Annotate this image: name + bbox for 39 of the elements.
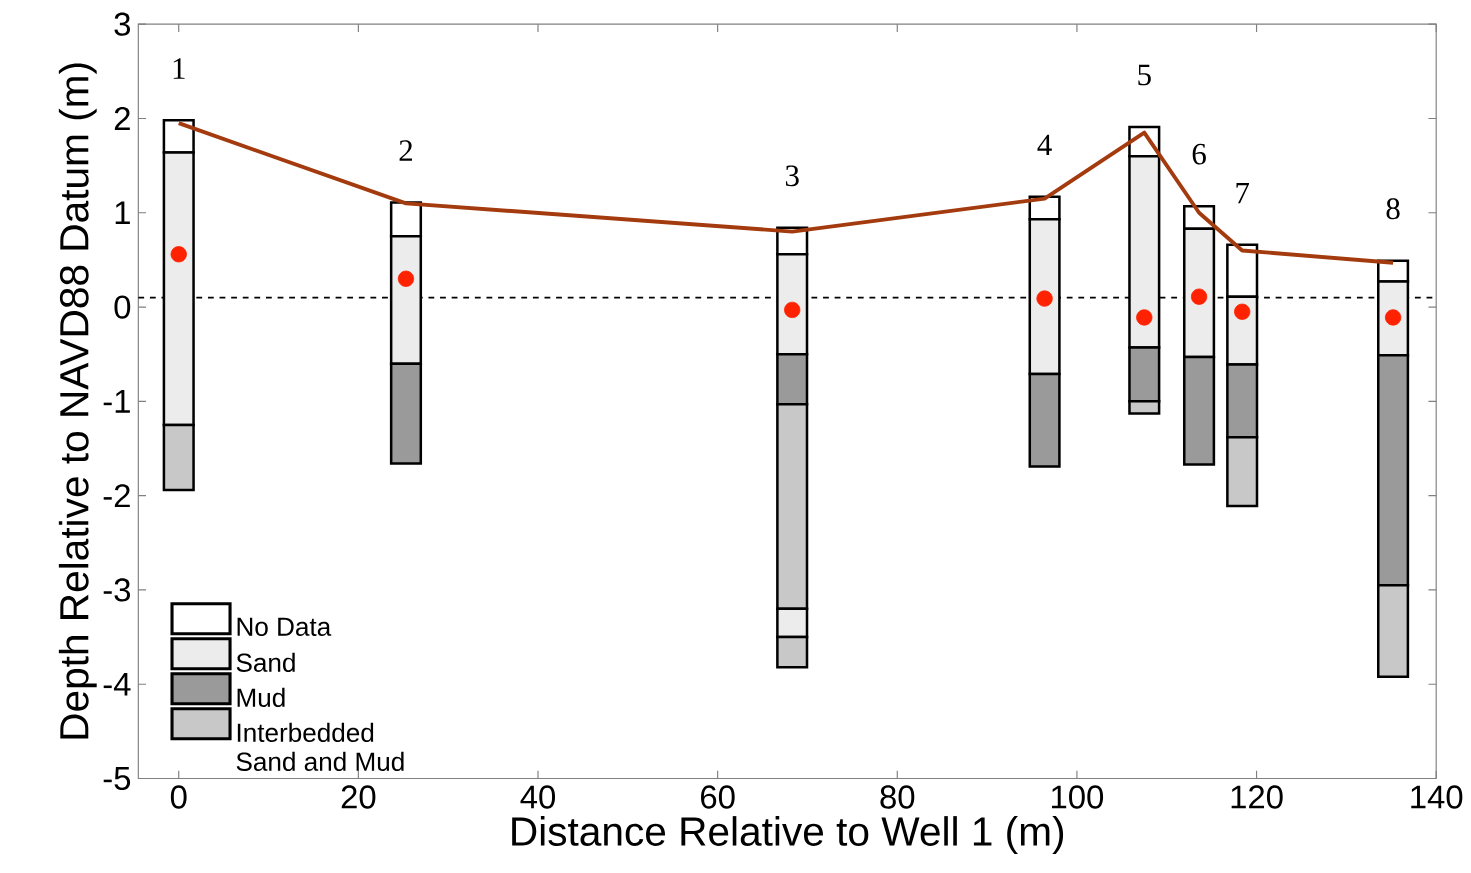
x-tick-label: 100 bbox=[1052, 785, 1104, 809]
x-tick-label: 140 bbox=[1411, 785, 1463, 809]
y-tick-label: 2 bbox=[114, 106, 130, 130]
y-tick-label: 1 bbox=[115, 201, 130, 224]
x-tick-label: 60 bbox=[701, 785, 735, 809]
annotation: 1 bbox=[173, 58, 185, 79]
point bbox=[1136, 309, 1153, 326]
annotation: 8 bbox=[1386, 198, 1400, 220]
x-axis-title: Distance Relative to Well 1 (m) bbox=[512, 815, 1064, 854]
annotation: 2 bbox=[399, 140, 413, 161]
y-tick-label: 3 bbox=[114, 12, 131, 36]
annotation: 5 bbox=[1138, 64, 1151, 86]
point bbox=[1384, 309, 1402, 326]
point bbox=[1234, 303, 1251, 320]
annotation: 7 bbox=[1236, 182, 1250, 204]
point bbox=[784, 301, 801, 318]
x-tick-label: 120 bbox=[1231, 785, 1283, 809]
point bbox=[1036, 290, 1053, 307]
y-axis-title: Depth Relative to NAVD88 Datum (m) bbox=[58, 63, 97, 739]
point bbox=[170, 245, 187, 263]
legend-label: Sand bbox=[236, 652, 295, 672]
y-tick-label: -1 bbox=[103, 389, 130, 413]
annotation: 3 bbox=[785, 165, 799, 187]
x-tick-label: 20 bbox=[341, 785, 376, 809]
y-tick-label: -4 bbox=[103, 672, 131, 696]
legend-label: Mud bbox=[237, 687, 285, 707]
annotation: 4 bbox=[1037, 134, 1052, 155]
point bbox=[397, 270, 415, 287]
x-tick-label: 40 bbox=[520, 785, 556, 809]
legend-label: Interbedded Sand and Mud bbox=[236, 722, 404, 771]
point bbox=[1190, 288, 1208, 305]
y-tick-label: -2 bbox=[103, 484, 130, 507]
y-tick-label: 0 bbox=[114, 295, 131, 319]
y-tick-label: -3 bbox=[103, 578, 131, 602]
x-tick-label: 0 bbox=[170, 785, 187, 809]
y-tick-label: -5 bbox=[103, 766, 131, 790]
annotation: 6 bbox=[1192, 143, 1206, 165]
legend-label: No Data bbox=[237, 617, 332, 636]
x-tick-label: 80 bbox=[880, 785, 915, 809]
